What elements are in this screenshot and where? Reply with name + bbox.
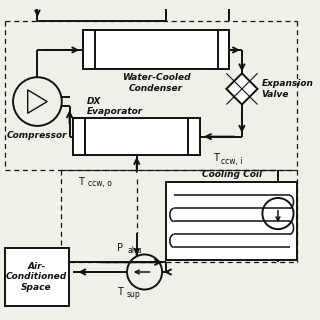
Text: T: T — [78, 177, 84, 187]
Text: T: T — [213, 153, 219, 163]
Text: Expansion
Valve: Expansion Valve — [261, 79, 313, 99]
Bar — [83, 30, 95, 69]
Text: P: P — [117, 243, 123, 252]
Bar — [74, 118, 85, 155]
Text: Water-Cooled
Condenser: Water-Cooled Condenser — [122, 73, 190, 93]
Bar — [5, 248, 68, 306]
Bar — [74, 118, 200, 155]
Bar — [166, 182, 297, 260]
Bar — [188, 118, 200, 155]
Text: Cooling Coil: Cooling Coil — [202, 171, 262, 180]
Bar — [83, 30, 229, 69]
Text: T: T — [117, 287, 123, 297]
Text: Air-
Conditioned
Space: Air- Conditioned Space — [6, 262, 67, 292]
Text: Compressor: Compressor — [7, 131, 68, 140]
Polygon shape — [226, 73, 258, 105]
Text: DX
Evaporator: DX Evaporator — [87, 97, 143, 116]
Text: sup: sup — [127, 290, 141, 299]
Text: ccw, o: ccw, o — [88, 180, 112, 188]
Text: ahu: ahu — [127, 246, 141, 255]
Bar — [218, 30, 229, 69]
Text: ccw, i: ccw, i — [221, 157, 243, 166]
